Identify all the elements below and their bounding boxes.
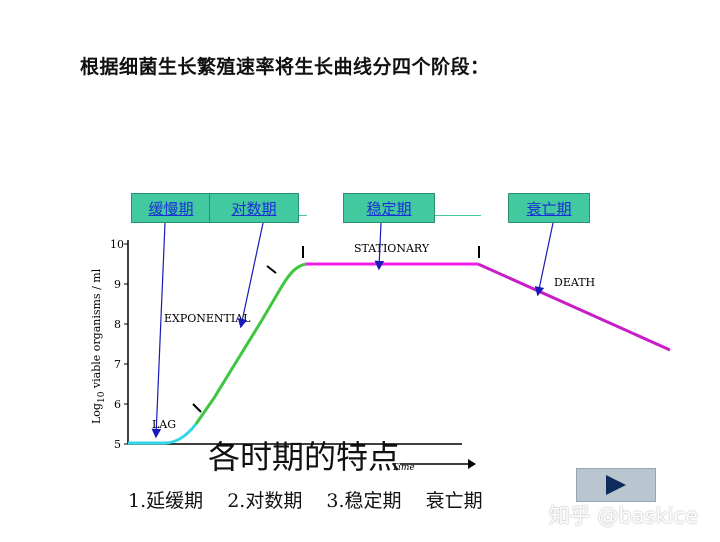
pointer-arrow-lag — [151, 222, 166, 439]
exponential-phase-curve — [194, 262, 307, 425]
section-title: 各时期的特点 — [208, 438, 401, 476]
phase-list-item: 1.延缓期 — [128, 490, 204, 512]
death-label: DEATH — [554, 276, 595, 289]
connector-line — [299, 215, 307, 216]
play-icon — [606, 475, 626, 495]
y-tick-label: 9 — [114, 278, 121, 291]
y-tick-label: 5 — [114, 438, 121, 451]
boundary-mark — [266, 265, 277, 274]
time-arrowhead — [468, 459, 476, 469]
phase-list-item: 衰亡期 — [425, 490, 483, 512]
death-phase-curve — [477, 262, 671, 352]
boundary-mark — [192, 403, 202, 413]
y-tick-label: 7 — [114, 358, 121, 371]
phase-link-death[interactable]: 衰亡期 — [508, 193, 590, 223]
y-tick-label: 8 — [114, 318, 121, 331]
y-tick-label: 10 — [110, 238, 124, 251]
pointer-arrow-exponential — [237, 222, 264, 329]
phase-link-stationary[interactable]: 稳定期 — [343, 193, 435, 223]
play-button[interactable] — [576, 468, 656, 502]
phase-list: 1.延缓期 2.对数期 3.稳定期 衰亡期 — [128, 486, 501, 513]
phase-link-exponential[interactable]: 对数期 — [209, 193, 299, 223]
x-axis-label: Time — [392, 463, 415, 473]
phase-list-item: 3.稳定期 — [326, 490, 402, 512]
y-axis-label: Log10 viable organisms / ml — [90, 268, 107, 424]
lag-label: LAG — [152, 418, 176, 431]
pointer-arrow-stationary — [374, 222, 385, 271]
y-tick-label: 6 — [114, 398, 121, 411]
exponential-label: EXPONENTIAL — [164, 312, 251, 325]
watermark: 知乎 @baskice — [548, 504, 698, 528]
pointer-arrow-death — [534, 222, 554, 297]
stationary-label: STATIONARY — [354, 242, 430, 255]
connector-line — [435, 215, 481, 216]
lag-phase-curve — [128, 423, 198, 445]
phase-list-item: 2.对数期 — [227, 490, 303, 512]
page-heading: 根据细菌生长繁殖速率将生长曲线分四个阶段： — [80, 56, 490, 78]
